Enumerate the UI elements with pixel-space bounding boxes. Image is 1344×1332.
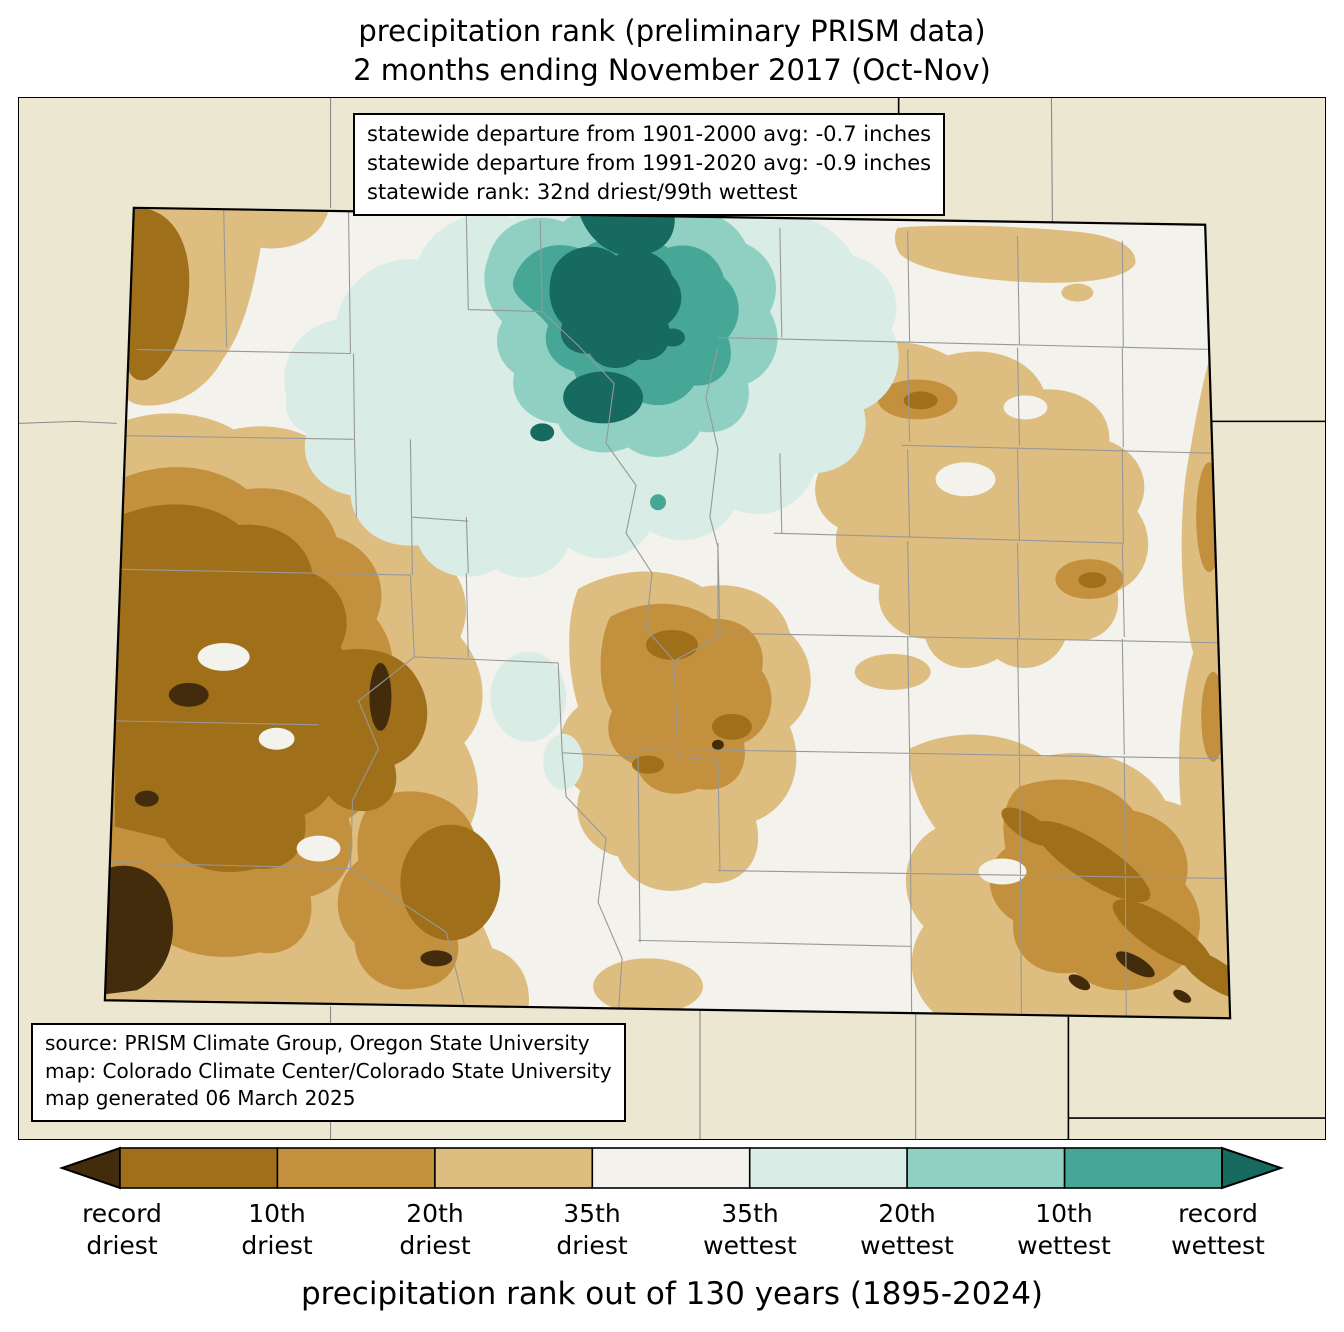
source-line-1: source: PRISM Climate Group, Oregon Stat…: [45, 1031, 590, 1056]
region-record-driest-se-spot-b: [1068, 974, 1091, 991]
region-brown10-ne-spot-a: [903, 391, 938, 410]
region-tan-north-edge: [894, 225, 1136, 283]
county-lines-east-grid: [638, 227, 1230, 1017]
colorbar-segment-driest-10: [119, 1147, 279, 1189]
colorbar-segment-driest-20: [276, 1147, 436, 1189]
region-brown10-se-streak-d: [1001, 807, 1054, 846]
legend-labels: record driest 10th driest 20th driest 35…: [0, 1198, 1344, 1270]
region-record-wettest-south: [563, 371, 644, 424]
region-brown10-central-spot-b: [711, 713, 752, 740]
region-record-driest-spot-d: [134, 790, 159, 807]
normal-hole-c: [296, 835, 341, 862]
legend-label-text: wettest: [1171, 1231, 1265, 1260]
colorbar-segment-driest-35: [434, 1147, 594, 1189]
legend-label-text: 20th: [878, 1199, 936, 1228]
source-line-3: map generated 06 March 2025: [45, 1086, 356, 1111]
region-tan-bottom-center: [593, 958, 703, 1015]
legend-label-text: wettest: [860, 1231, 954, 1260]
legend-label-text: record: [1178, 1199, 1258, 1228]
region-record-wettest-top: [578, 209, 675, 257]
region-brown10-se-streak-c: [1180, 949, 1231, 1000]
legend-label-20th-driest: 20th driest: [399, 1198, 470, 1262]
legend-label-text: driest: [86, 1231, 158, 1260]
colorbar-caption: precipitation rank out of 130 years (189…: [300, 1276, 1044, 1312]
region-brown10-northwest-core: [126, 208, 190, 381]
region-brown10-west-core: [114, 504, 354, 872]
legend-label-text: record: [82, 1199, 162, 1228]
colorado-state-border: [103, 206, 1232, 1020]
colorado-precipitation-map: [19, 98, 1325, 1139]
legend-label-record-driest: record driest: [82, 1198, 162, 1262]
normal-hole-e: [1003, 395, 1048, 420]
stats-line-1: statewide departure from 1901-2000 avg: …: [367, 122, 932, 146]
legend-label-10th-wettest: 10th wettest: [1017, 1198, 1111, 1262]
region-tan-mid-east: [854, 653, 931, 690]
colorbar-segment-wettest-35: [748, 1147, 909, 1189]
region-record-driest-spot-b: [369, 662, 392, 731]
region-record-driest-spot-a: [168, 682, 209, 707]
region-record-driest-se-spot-c: [1173, 989, 1192, 1003]
colorbar: [58, 1146, 1285, 1190]
normal-hole-b: [258, 727, 295, 750]
source-line-2: map: Colorado Climate Center/Colorado St…: [45, 1058, 612, 1083]
normal-hole-f: [978, 858, 1027, 885]
neighbor-county-line-path: [19, 98, 1053, 1139]
normal-hole-a: [197, 642, 250, 671]
map-title: precipitation rank (preliminary PRISM da…: [0, 12, 1344, 90]
legend-label-10th-driest: 10th driest: [241, 1198, 312, 1262]
legend-label-text: driest: [241, 1231, 313, 1260]
legend-label-text: wettest: [1017, 1231, 1111, 1260]
legend-label-text: 35th: [563, 1199, 621, 1228]
region-brown10-se-streak-a: [1034, 820, 1151, 903]
region-brown10-central-spot-c: [632, 755, 665, 774]
colorbar-segment-wettest-10: [1063, 1147, 1223, 1189]
colorbar-arrow-record-driest: [58, 1146, 121, 1190]
region-record-driest-spot-e: [711, 739, 724, 750]
county-lines-west-central: [108, 209, 721, 1017]
normal-hole-d: [935, 462, 996, 497]
region-record-wettest-spot-b: [661, 328, 685, 347]
region-brown10-east-arm: [309, 648, 428, 812]
regions-near-normal-holes: [197, 395, 1048, 885]
regions-wettest: [284, 207, 899, 790]
region-brown10-ne-spot-b: [1078, 572, 1107, 589]
legend-label-text: 20th: [406, 1199, 464, 1228]
neighbor-county-lines: [19, 98, 1053, 1139]
region-teal-dot-core: [650, 494, 667, 511]
region-teal35-tail-a: [490, 651, 567, 742]
legend-label-text: 10th: [248, 1199, 306, 1228]
source-box: source: PRISM Climate Group, Oregon Stat…: [31, 1023, 626, 1122]
region-tan-dot-northeast: [1061, 283, 1094, 302]
colorbar-segment-near-normal: [591, 1147, 751, 1189]
region-record-wettest-spot-a: [530, 423, 555, 442]
legend-label-record-wettest: record wettest: [1171, 1198, 1265, 1262]
regions-driest-10: [114, 208, 1231, 1000]
legend-label-35th-driest: 35th driest: [556, 1198, 627, 1262]
legend-label-text: 35th: [721, 1199, 779, 1228]
legend-label-35th-wettest: 35th wettest: [703, 1198, 797, 1262]
stats-line-3: statewide rank: 32nd driest/99th wettest: [367, 179, 798, 204]
region-brown10-south-lump: [400, 824, 501, 941]
region-record-wettest-core: [549, 246, 682, 369]
stats-box: statewide departure from 1901-2000 avg: …: [353, 113, 946, 216]
map-panel: statewide departure from 1901-2000 avg: …: [18, 97, 1326, 1140]
region-brown20-central: [600, 603, 772, 794]
legend-label-text: driest: [556, 1231, 628, 1260]
map-title-line2: 2 months ending November 2017 (Oct-Nov): [353, 53, 991, 88]
county-lines: [108, 209, 1230, 1017]
legend-label-text: wettest: [703, 1231, 797, 1260]
legend-label-text: 10th: [1035, 1199, 1093, 1228]
stats-line-2: statewide departure from 1991-2020 avg: …: [367, 150, 932, 175]
legend-label-20th-wettest: 20th wettest: [860, 1198, 954, 1262]
legend-label-text: driest: [399, 1231, 471, 1260]
region-record-driest-spot-c: [420, 950, 453, 967]
colorbar-segment-wettest-20: [906, 1147, 1066, 1189]
region-record-driest-sw-corner: [104, 865, 173, 995]
colorbar-arrow-record-wettest: [1221, 1146, 1285, 1190]
map-title-line1: precipitation rank (preliminary PRISM da…: [358, 14, 986, 48]
rank-regions: [104, 207, 1231, 1018]
region-brown10-central-spot-a: [646, 629, 698, 660]
